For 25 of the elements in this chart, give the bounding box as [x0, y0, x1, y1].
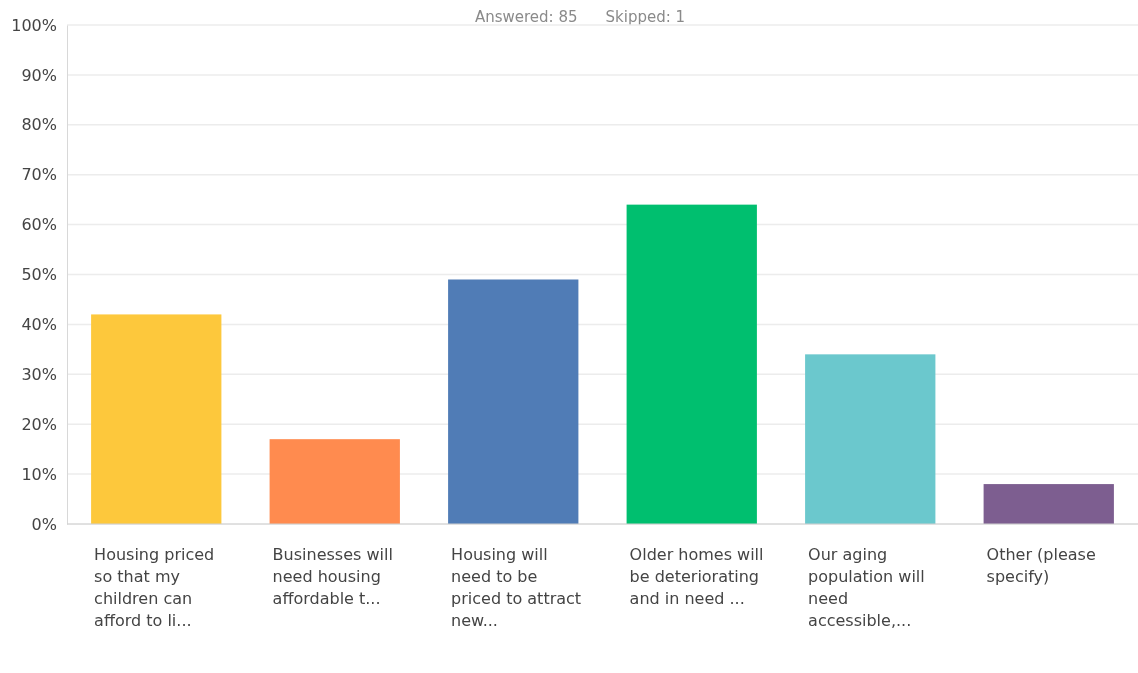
x-tick-label: Older homes will be deteriorating and in need ... [629, 545, 764, 608]
y-tick-label: 60% [21, 215, 57, 235]
y-tick-label: 20% [21, 414, 57, 434]
bar [91, 314, 222, 524]
y-tick-label: 30% [21, 364, 57, 384]
bar [805, 354, 936, 524]
bar [983, 484, 1114, 524]
chart-title: Answered: 85 [474, 8, 578, 26]
x-tick-label: Businesses will need housing affordable t... [272, 545, 393, 608]
bar [626, 204, 757, 524]
y-tick-label: 90% [21, 65, 57, 85]
y-tick-label: 80% [21, 115, 57, 135]
y-tick-label: 50% [21, 265, 57, 285]
x-tick-label: Housing will need to be priced to attract new... [451, 545, 582, 630]
x-tick-label: Housing priced so that my children can afford to li... [94, 545, 215, 630]
y-tick-label: 10% [21, 464, 57, 484]
bar [448, 279, 579, 524]
bar [269, 439, 400, 524]
x-tick-label: Other (please specify) [986, 545, 1096, 586]
y-tick-label: 70% [21, 165, 57, 185]
y-tick-label: 40% [21, 315, 57, 335]
y-tick-label: 100% [11, 15, 57, 35]
chart-subtitle: Skipped: 1 [605, 8, 686, 26]
y-tick-label: 0% [31, 514, 57, 534]
x-tick-label: Our aging population will need accessible,... [808, 545, 925, 630]
